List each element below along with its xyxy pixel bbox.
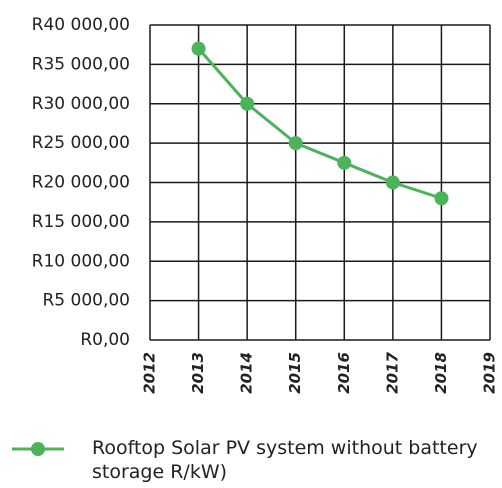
data-point [191,41,206,56]
y-tick-label: R10 000,00 [32,251,130,271]
legend-marker [31,442,45,456]
x-tick-label: 2012 [141,352,159,394]
x-tick-label: 2013 [189,352,207,394]
x-tick-label: 2018 [432,352,450,394]
y-tick-label: R5 000,00 [42,291,130,311]
data-point [337,155,352,170]
x-tick-label: 2019 [481,352,499,394]
data-point [385,175,400,190]
y-tick-label: R40 000,00 [32,15,130,35]
y-tick-label: R35 000,00 [32,54,130,74]
series-line [197,47,442,200]
x-tick-label: 2016 [335,352,353,394]
y-tick-label: R0,00 [80,330,130,350]
legend-label: Rooftop Solar PV system without battery … [92,437,478,483]
y-tick-label: R25 000,00 [32,133,130,153]
x-tick-label: 2017 [383,351,401,393]
y-tick-label: R20 000,00 [32,173,130,193]
data-point [288,136,303,151]
x-tick-label: 2014 [238,352,256,394]
data-point [240,96,255,111]
y-tick-label: R15 000,00 [32,212,130,232]
x-tick-label: 2015 [286,352,304,394]
y-tick-label: R30 000,00 [32,94,130,114]
data-point [434,191,449,206]
